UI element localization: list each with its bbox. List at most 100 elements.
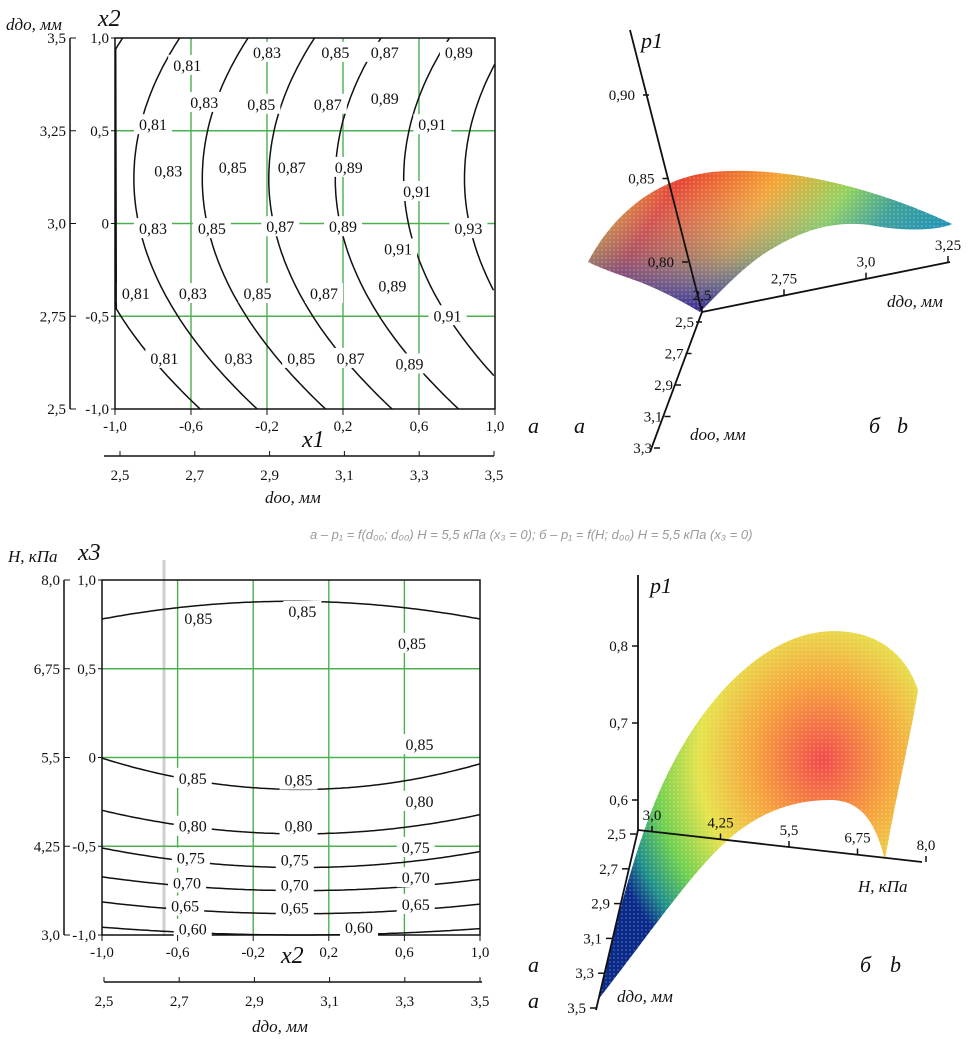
x-tick-label: 2,75 [771, 271, 797, 287]
contour-label-bg [149, 160, 188, 181]
contour-label: 0,83 [190, 95, 218, 112]
contour-label: 0,83 [253, 45, 281, 62]
y-tick-label: 0 [89, 751, 97, 767]
z-tick-label: 0,8 [609, 639, 628, 655]
x-axis-label: x1 [301, 427, 325, 453]
x-tick-label: 0,6 [395, 945, 414, 961]
contour-label: 0,75 [281, 852, 309, 869]
secondary-y-tick-label: 3,0 [47, 217, 66, 233]
secondary-x-label: dоо, мм [265, 488, 321, 507]
tick-labels: -1,0 -0,6 -0,2 0,2 0,6 1,0 -1,0 -0,5 0 0,5 1,0 2,5 2… [40, 31, 505, 484]
contour-labels: 0,85 0,85 0,85 0,85 0,85 0,85 0,80 0,80 0,80 0,75… [166, 600, 439, 939]
y-axis-label: dоо, мм [690, 425, 746, 444]
contour-label: 0,89 [335, 160, 363, 177]
x-tick-label: 3,0 [857, 255, 876, 271]
secondary-x-tick-label: 2,9 [260, 468, 279, 484]
panel-tag: а [528, 952, 539, 977]
panel-tag-latin: a [574, 413, 585, 438]
contour-label: 0,89 [378, 279, 406, 296]
contour-line [101, 926, 481, 936]
contour-label-bg [179, 608, 218, 629]
contour-label-bg [439, 41, 478, 62]
y-tick-label: 1,0 [77, 573, 96, 589]
contour-label-bg [242, 93, 281, 114]
contour-label: 0,81 [139, 117, 167, 134]
y-tick-label: 3,3 [575, 966, 594, 982]
contour-label: 0,85 [406, 737, 434, 754]
contour-label: 0,89 [371, 91, 399, 108]
y-tick-label: -0,5 [85, 309, 109, 325]
z-axis-label: p1 [639, 28, 663, 53]
secondary-x-label: dдо, мм [252, 1017, 308, 1036]
contour-label: 0,65 [281, 900, 309, 917]
contour-label: 0,85 [219, 160, 247, 177]
secondary-y-tick-label: 3,0 [41, 928, 60, 944]
contour-label-bg [192, 218, 231, 239]
contour-label-bg [396, 837, 435, 858]
contour-label-bg [283, 600, 322, 621]
contour-label: 0,89 [329, 219, 357, 236]
secondary-x-tick-label: 3,3 [410, 468, 429, 484]
secondary-y-tick-label: 2,75 [40, 309, 66, 325]
contour-label: 0,83 [154, 164, 182, 181]
contour-label-bg [261, 216, 300, 237]
y-tick-label: 1,0 [90, 31, 109, 47]
z-axis [629, 29, 703, 313]
x-tick-label: -1,0 [103, 419, 127, 435]
secondary-y-tick-label: 8,0 [41, 573, 60, 589]
z-tick-label: 0,80 [648, 255, 674, 271]
x-axis-label: dдо, мм [887, 292, 943, 311]
contour-label-bg [449, 218, 488, 239]
x-tick-label: 0,2 [319, 945, 338, 961]
secondary-x-tick-label: 3,3 [395, 994, 414, 1010]
y-axis [595, 829, 639, 1011]
panel-tag-latin: b [897, 413, 908, 438]
contour-label: 0,85 [321, 45, 349, 62]
y-tick-label: 2,5 [607, 827, 626, 843]
x-tick-label: 4,25 [707, 816, 733, 832]
contour-label: 0,83 [225, 351, 253, 368]
z-tick-label: 0,6 [609, 793, 628, 809]
contour-plot-2: 0,85 0,85 0,85 0,85 0,85 0,85 0,80 0,80 0,80 0,75… [7, 540, 539, 1036]
y-tick-label: 3,5 [567, 1001, 586, 1017]
y-axis [649, 311, 703, 453]
y-tick-label: 2,9 [654, 378, 673, 394]
contour-label-bg [171, 847, 210, 868]
contour-plot-1: 0,81 0,83 0,85 0,87 0,89 0,83 0,85 0,87 0,89 0,81… [6, 6, 585, 507]
contour-label: 0,91 [384, 241, 412, 258]
contour-label-bg [275, 849, 314, 870]
contour-label: 0,85 [244, 286, 272, 303]
contour-label: 0,65 [402, 897, 430, 914]
secondary-x-tick-label: 2,9 [245, 994, 264, 1010]
secondary-x-tick-label: 3,5 [471, 994, 490, 1010]
x-tick-label: -0,6 [179, 419, 203, 435]
contour-label-bg [392, 632, 431, 653]
contour-label-bg [428, 305, 467, 326]
surface-plot-1: 0,80 0,85 0,90 2,5 2,75 3,0 3,25 2,5 2,7 2,9 3,1 3,… [588, 28, 961, 457]
x-tick-label: -0,2 [241, 945, 265, 961]
contour-label: 0,85 [288, 604, 316, 621]
contour-label: 0,83 [179, 286, 207, 303]
y-tick-label: 2,7 [665, 347, 684, 363]
contour-label-bg [134, 114, 172, 135]
contour-label: 0,81 [122, 286, 150, 303]
secondary-y-tick-label: 3,25 [40, 124, 66, 140]
contour-label: 0,89 [445, 45, 473, 62]
y-tick-label: -1,0 [72, 928, 96, 944]
x-axis-label: x2 [280, 943, 304, 969]
contour-label-bg [398, 180, 437, 201]
contour-label-bg [396, 893, 435, 914]
contour-label: 0,80 [406, 794, 434, 811]
contour-label: 0,85 [247, 97, 275, 114]
panel-tag: б [869, 413, 881, 438]
contour-label-bg [396, 867, 435, 888]
tick-labels: 0,80 0,85 0,90 2,5 2,75 3,0 3,25 2,5 2,7 2,9 3,1 3,… [609, 88, 961, 457]
x-tick-label: -0,6 [166, 945, 190, 961]
contour-label-bg [168, 54, 207, 75]
contour-label-bg [173, 815, 212, 836]
contour-label-bg [185, 91, 224, 112]
secondary-x-tick-label: 2,5 [111, 468, 130, 484]
contour-label-bg [400, 734, 439, 755]
x-axis [701, 261, 951, 313]
y-tick-label: 2,5 [675, 315, 694, 331]
